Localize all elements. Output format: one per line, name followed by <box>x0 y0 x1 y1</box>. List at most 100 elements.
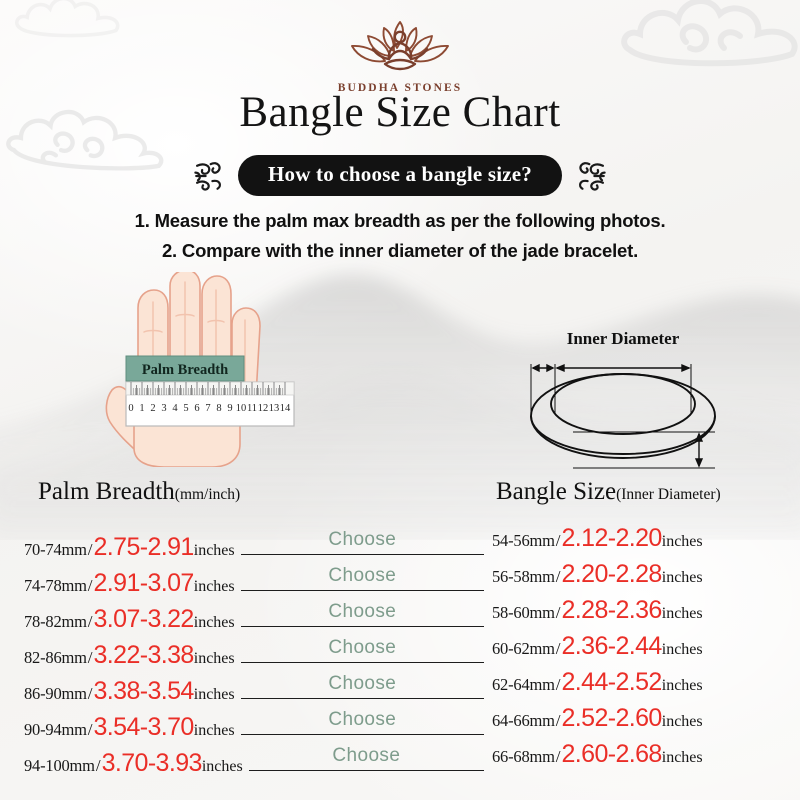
ruler-tick-label: 2 <box>150 403 155 414</box>
ruler-tick-label: 12 <box>258 403 269 414</box>
palm-breadth-mm: 94-100mm <box>24 756 95 775</box>
ruler-tick-label: 0 <box>128 403 133 414</box>
table-row: 74-78mm/2.91-3.07 inches Choose <box>24 560 484 597</box>
bangle-size-unit: inches <box>661 641 703 658</box>
choose-label: Choose <box>328 565 397 586</box>
page-title: Bangle Size Chart <box>239 89 561 136</box>
table-row: 60-62mm/2.36-2.44 inches <box>492 632 788 668</box>
bangle-size-mm: 56-58mm <box>492 567 555 586</box>
choose-label: Choose <box>328 529 397 550</box>
palm-breadth-mm: 90-94mm <box>24 720 87 739</box>
separator: / <box>555 567 561 586</box>
table-row: 86-90mm/3.38-3.54 inches Choose <box>24 668 484 705</box>
cloud-motif-right <box>621 0 798 67</box>
palm-breadth-badge: Palm Breadth <box>125 355 245 382</box>
brand-name: BUDDHA STONES <box>337 82 463 94</box>
separator: / <box>87 612 93 631</box>
bangle-size-inches: 2.44-2.52 <box>561 668 663 696</box>
table-row: 94-100mm/3.70-3.93 inches Choose <box>24 740 484 777</box>
ruler-tick-label: 9 <box>227 403 232 414</box>
palm-breadth-unit: inches <box>201 758 243 775</box>
palm-breadth-inches: 3.70-3.93 <box>101 749 203 777</box>
bangle-size-mm: 62-64mm <box>492 675 555 694</box>
bangle-illustration: Inner Diameter <box>505 328 755 476</box>
choose-label: Choose <box>328 709 397 730</box>
choose-label: Choose <box>328 637 397 658</box>
left-heading-sub: (mm/inch) <box>174 486 241 503</box>
bangle-size-inches: 2.28-2.36 <box>561 596 663 624</box>
choose-field[interactable]: Choose <box>240 560 484 591</box>
palm-breadth-mm: 86-90mm <box>24 684 87 703</box>
palm-breadth-inches: 3.54-3.70 <box>93 713 195 741</box>
ruler-tick-label: 4 <box>172 403 178 414</box>
ruler-tick-label: 10 <box>236 403 247 414</box>
separator: / <box>555 711 561 730</box>
bangle-size-table: 54-56mm/2.12-2.20 inches 56-58mm/2.20-2.28… <box>492 524 788 776</box>
ruler-tick-label: 8 <box>216 403 221 414</box>
ink-wash-mountain <box>0 274 800 540</box>
ruler-tick-label: 5 <box>183 403 188 414</box>
bangle-size-unit: inches <box>661 569 703 586</box>
instruction-step-1: 1. Measure the palm max breadth as per t… <box>134 210 666 231</box>
table-row: 82-86mm/3.22-3.38 inches Choose <box>24 632 484 669</box>
palm-breadth-unit: inches <box>193 578 235 595</box>
bangle-size-unit: inches <box>661 749 703 766</box>
choose-field[interactable]: Choose <box>240 632 484 663</box>
separator: / <box>555 639 561 658</box>
separator: / <box>555 747 561 766</box>
lotus-meditation-icon <box>351 21 449 71</box>
bangle-size-unit: inches <box>661 677 703 694</box>
separator: / <box>555 531 561 550</box>
choose-field[interactable]: Choose <box>240 668 484 699</box>
table-row: 90-94mm/3.54-3.70 inches Choose <box>24 704 484 741</box>
palm-breadth-mm: 70-74mm <box>24 540 87 559</box>
separator: / <box>555 603 561 622</box>
table-row: 54-56mm/2.12-2.20 inches <box>492 524 788 560</box>
hand-illustration: Palm Breadth 0 1 2 3 4 5 6 7 8 9 10 11 12 13 14 <box>104 269 344 468</box>
palm-breadth-inches: 3.38-3.54 <box>93 677 195 705</box>
table-row: 66-68mm/2.60-2.68 inches <box>492 740 788 776</box>
bangle-size-mm: 64-66mm <box>492 711 555 730</box>
choose-field[interactable]: Choose <box>240 596 484 627</box>
palm-breadth-mm: 78-82mm <box>24 612 87 631</box>
palm-breadth-unit: inches <box>193 650 235 667</box>
separator: / <box>87 720 93 739</box>
bangle-size-inches: 2.20-2.28 <box>561 560 663 588</box>
palm-breadth-inches: 3.07-3.22 <box>93 605 195 633</box>
bangle-size-mm: 66-68mm <box>492 747 555 766</box>
bangle-size-inches: 2.60-2.68 <box>561 740 663 768</box>
table-row: 62-64mm/2.44-2.52 inches <box>492 668 788 704</box>
palm-breadth-unit: inches <box>193 686 235 703</box>
choose-label: Choose <box>332 745 401 766</box>
table-row: 56-58mm/2.20-2.28 inches <box>492 560 788 596</box>
instruction-step-2: 2. Compare with the inner diameter of th… <box>161 240 639 261</box>
palm-breadth-mm: 82-86mm <box>24 648 87 667</box>
choose-label: Choose <box>328 673 397 694</box>
subtitle-row: How to choose a bangle size? <box>0 155 800 196</box>
bangle-size-unit: inches <box>661 713 703 730</box>
palm-breadth-badge-label: Palm Breadth <box>142 362 228 378</box>
flourish-ornament-right-icon <box>578 161 606 191</box>
palm-breadth-inches: 2.75-2.91 <box>93 533 195 561</box>
flourish-ornament-left-icon <box>194 161 222 191</box>
left-table-heading: Palm Breadth(mm/inch) <box>38 478 240 506</box>
separator: / <box>87 648 93 667</box>
choose-field[interactable]: Choose <box>240 704 484 735</box>
inner-diameter-caption: Inner Diameter <box>567 329 680 348</box>
right-heading-text: Bangle Size <box>496 478 617 505</box>
left-heading-text: Palm Breadth <box>38 478 175 505</box>
bangle-size-mm: 54-56mm <box>492 531 555 550</box>
choose-field[interactable]: Choose <box>240 524 484 555</box>
bangle-size-inches: 2.36-2.44 <box>561 632 663 660</box>
ruler-tick-label: 14 <box>280 403 291 414</box>
separator: / <box>87 540 93 559</box>
right-heading-sub: (Inner Diameter) <box>616 486 721 503</box>
choose-field[interactable]: Choose <box>248 740 484 771</box>
palm-breadth-inches: 2.91-3.07 <box>93 569 195 597</box>
ruler-tick-label: 1 <box>139 403 144 414</box>
separator: / <box>95 756 101 775</box>
cloud-motif-left <box>6 109 164 171</box>
subtitle-pill: How to choose a bangle size? <box>238 155 562 196</box>
palm-breadth-unit: inches <box>193 722 235 739</box>
